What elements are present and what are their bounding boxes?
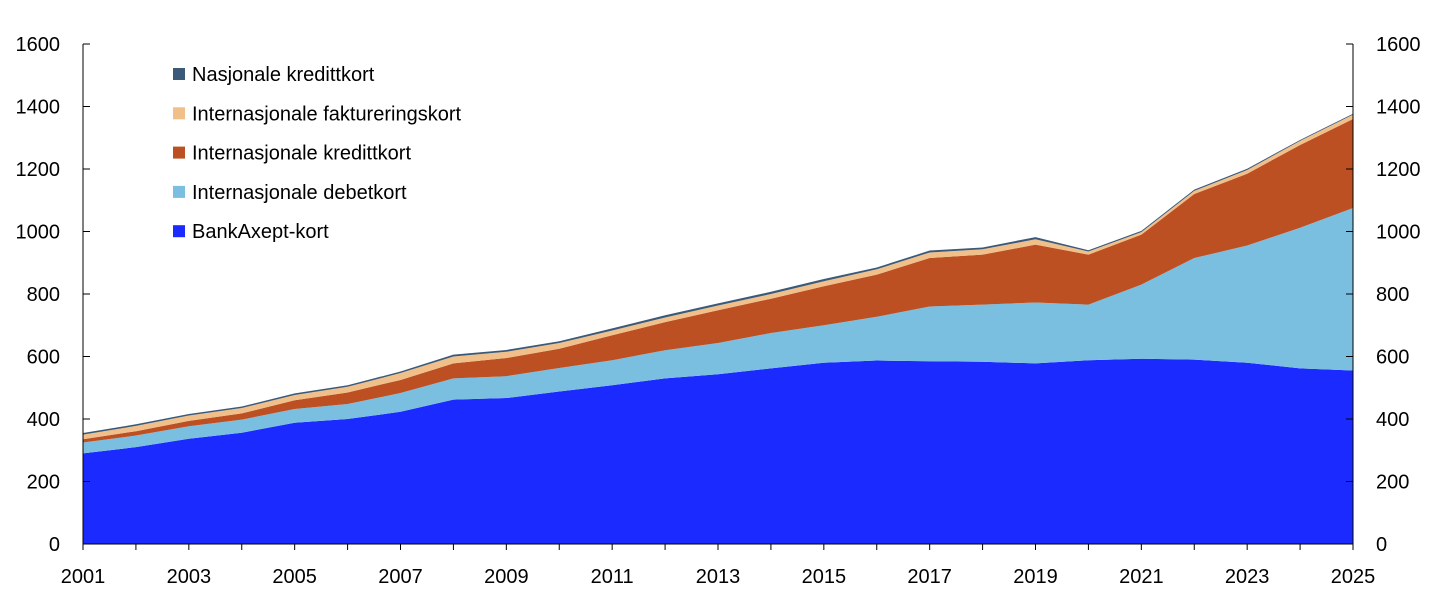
y-tick-label-left: 1400 [16,97,61,119]
y-tick-label-left: 1000 [16,222,61,244]
x-tick-label: 2007 [378,566,423,588]
legend-label: Internasjonale faktureringskort [192,103,461,125]
area-series-2 [83,119,1353,443]
y-tick-label-right: 0 [1376,534,1387,556]
x-tick-label: 2023 [1225,566,1270,588]
x-tick-label: 2013 [696,566,741,588]
x-tick-label: 2011 [591,566,634,588]
y-tick-label-left: 600 [27,347,60,369]
y-tick-label-left: 1600 [16,34,61,56]
legend-label: Internasjonale kredittkort [192,143,411,165]
y-tick-label-right: 1200 [1376,159,1421,181]
legend-label: Internasjonale debetkort [192,182,407,204]
x-tick-label: 2001 [61,566,106,588]
y-tick-label-left: 1200 [16,159,61,181]
x-tick-label: 2017 [907,566,952,588]
area-series-0 [83,358,1353,544]
x-tick-label: 2021 [1119,566,1164,588]
y-tick-label-right: 800 [1376,284,1409,306]
area-layers [83,113,1353,544]
x-tick-label: 2009 [484,566,529,588]
y-tick-label-right: 1000 [1376,222,1421,244]
legend-swatch [173,185,185,198]
legend-swatch [173,107,185,120]
legend-swatch [173,225,185,238]
y-tick-label-left: 800 [27,284,60,306]
axes: 0 0 200 200 400 400 600 600 800 800 1000 1000 1200 12… [16,34,1421,588]
x-tick-label: 2005 [272,566,317,588]
x-tick-label: 2003 [167,566,212,588]
y-tick-label-right: 400 [1376,409,1409,431]
legend: Nasjonale kredittkort Internasjonale fakt… [173,64,461,243]
y-tick-label-right: 200 [1376,472,1409,494]
y-tick-label-left: 200 [27,472,60,494]
legend-label: Nasjonale kredittkort [192,64,375,86]
y-tick-label-left: 400 [27,409,60,431]
y-tick-label-left: 0 [49,534,60,556]
legend-label: BankAxept-kort [192,221,329,243]
legend-swatch [173,146,185,159]
legend-swatch [173,68,185,80]
area-series-1 [83,208,1353,454]
x-tick-label: 2025 [1331,566,1376,588]
x-tick-label: 2015 [802,566,847,588]
y-tick-label-right: 1600 [1376,34,1421,56]
y-tick-label-right: 600 [1376,347,1409,369]
y-tick-label-right: 1400 [1376,97,1421,119]
x-tick-label: 2019 [1013,566,1058,588]
